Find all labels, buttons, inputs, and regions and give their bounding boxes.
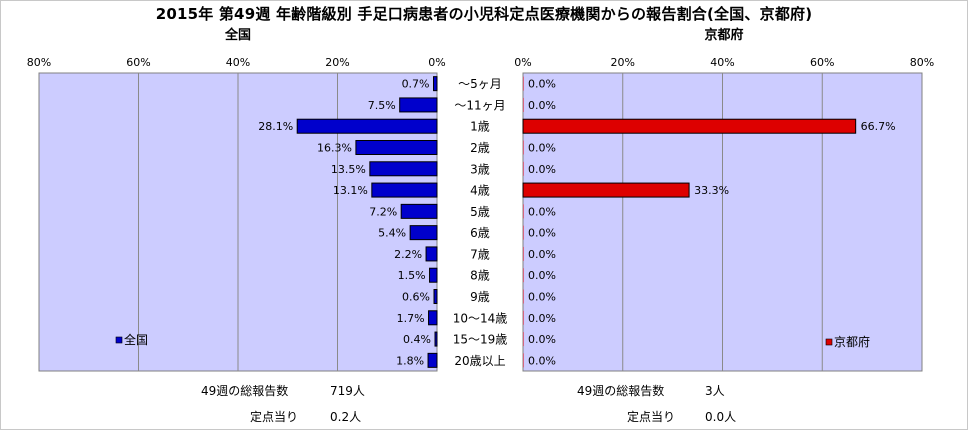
- national-bar: [369, 161, 438, 177]
- kyoto-x-tick-label: 80%: [910, 56, 934, 69]
- national-data-label: 13.1%: [333, 184, 368, 197]
- kyoto-per-label: 定点当り: [627, 410, 676, 424]
- kyoto-x-tick-label: 60%: [810, 56, 834, 69]
- national-data-label: 0.4%: [403, 333, 431, 346]
- national-data-label: 1.8%: [396, 354, 424, 367]
- age-category-label: 〜5ヶ月: [458, 77, 502, 91]
- kyoto-legend-swatch: [825, 338, 833, 346]
- kyoto-data-label: 0.0%: [528, 291, 556, 304]
- kyoto-bar: [523, 310, 524, 325]
- kyoto-panel-title: 京都府: [704, 28, 744, 43]
- national-bar: [400, 203, 438, 219]
- national-data-label: 16.3%: [317, 142, 352, 155]
- kyoto-bar: [523, 246, 524, 261]
- kyoto-bar: [523, 268, 524, 283]
- age-category-label: 8歳: [470, 269, 490, 283]
- national-data-label: 2.2%: [394, 248, 422, 261]
- kyoto-data-label: 0.0%: [528, 312, 556, 325]
- kyoto-total-label: 49週の総報告数: [577, 384, 665, 398]
- national-x-tick-label: 20%: [325, 56, 349, 69]
- national-per-value: 0.2人: [330, 410, 362, 424]
- age-category-label: 1歳: [470, 120, 490, 134]
- national-bar: [355, 140, 438, 155]
- national-bar: [434, 331, 438, 347]
- national-data-label: 28.1%: [258, 120, 293, 133]
- kyoto-legend-label: 京都府: [834, 334, 870, 349]
- national-bar: [433, 289, 438, 304]
- chart-title: 2015年 第49週 年齢階級別 手足口病患者の小児科定点医療機関からの報告割合…: [155, 5, 813, 23]
- age-category-label: 4歳: [470, 184, 490, 198]
- kyoto-data-label: 0.0%: [528, 333, 556, 346]
- national-bar: [433, 76, 438, 92]
- kyoto-data-label: 0.0%: [528, 163, 556, 176]
- age-category-label: 2歳: [470, 141, 490, 155]
- national-bar: [409, 225, 438, 241]
- age-category-label: 6歳: [470, 226, 490, 240]
- national-bar: [429, 267, 438, 283]
- age-category-label: 〜11ヶ月: [454, 98, 505, 112]
- national-bar: [371, 182, 438, 198]
- age-category-label: 15〜19歳: [453, 333, 508, 347]
- age-category-label: 3歳: [470, 162, 490, 176]
- kyoto-data-label: 0.0%: [528, 142, 556, 155]
- kyoto-x-tick-label: 40%: [710, 56, 734, 69]
- age-category-label: 5歳: [470, 205, 490, 219]
- national-panel-title: 全国: [224, 28, 251, 43]
- age-category-label: 9歳: [470, 290, 490, 304]
- national-per-label: 定点当り: [250, 410, 299, 424]
- national-data-label: 1.5%: [398, 269, 426, 282]
- national-data-label: 13.5%: [331, 163, 366, 176]
- national-total-label: 49週の総報告数: [201, 384, 289, 398]
- kyoto-data-label: 0.0%: [528, 354, 556, 367]
- national-data-label: 0.7%: [402, 78, 430, 91]
- national-x-tick-label: 80%: [27, 56, 51, 69]
- national-x-tick-label: 0%: [428, 56, 445, 69]
- national-bar: [296, 118, 438, 134]
- kyoto-x-tick-label: 20%: [611, 56, 635, 69]
- national-data-label: 7.5%: [368, 99, 396, 112]
- kyoto-data-label: 0.0%: [528, 227, 556, 240]
- national-bar: [399, 97, 438, 113]
- national-bar: [425, 246, 438, 262]
- national-legend-label: 全国: [124, 332, 148, 347]
- kyoto-bar: [523, 332, 524, 347]
- national-data-label: 1.7%: [397, 312, 425, 325]
- kyoto-total-value: 3人: [705, 384, 725, 398]
- kyoto-data-label: 0.0%: [528, 269, 556, 282]
- kyoto-x-tick-label: 0%: [514, 56, 531, 69]
- kyoto-bar: [523, 76, 524, 91]
- kyoto-bar: [523, 289, 524, 304]
- national-bar: [427, 352, 438, 368]
- national-x-tick-label: 40%: [226, 56, 250, 69]
- kyoto-bar: [523, 140, 524, 155]
- kyoto-bar: [523, 353, 524, 368]
- kyoto-bar: [522, 182, 690, 198]
- national-total-value: 719人: [330, 384, 365, 398]
- national-data-label: 7.2%: [369, 205, 397, 218]
- national-legend-swatch: [115, 336, 123, 344]
- kyoto-data-label: 0.0%: [528, 248, 556, 261]
- kyoto-bar: [523, 204, 524, 219]
- kyoto-bar: [523, 161, 524, 176]
- kyoto-bar: [523, 97, 524, 112]
- kyoto-data-label: 66.7%: [861, 120, 896, 133]
- kyoto-data-label: 33.3%: [694, 184, 729, 197]
- kyoto-bar: [523, 225, 524, 240]
- kyoto-per-value: 0.0人: [705, 410, 737, 424]
- national-data-label: 5.4%: [378, 227, 406, 240]
- kyoto-data-label: 0.0%: [528, 78, 556, 91]
- age-category-label: 10〜14歳: [453, 311, 508, 325]
- national-x-tick-label: 60%: [126, 56, 150, 69]
- national-data-label: 0.6%: [402, 291, 430, 304]
- age-category-label: 20歳以上: [454, 354, 505, 368]
- national-bar: [428, 310, 438, 326]
- kyoto-bar: [522, 118, 857, 134]
- kyoto-data-label: 0.0%: [528, 99, 556, 112]
- age-category-label: 7歳: [470, 247, 490, 261]
- kyoto-data-label: 0.0%: [528, 205, 556, 218]
